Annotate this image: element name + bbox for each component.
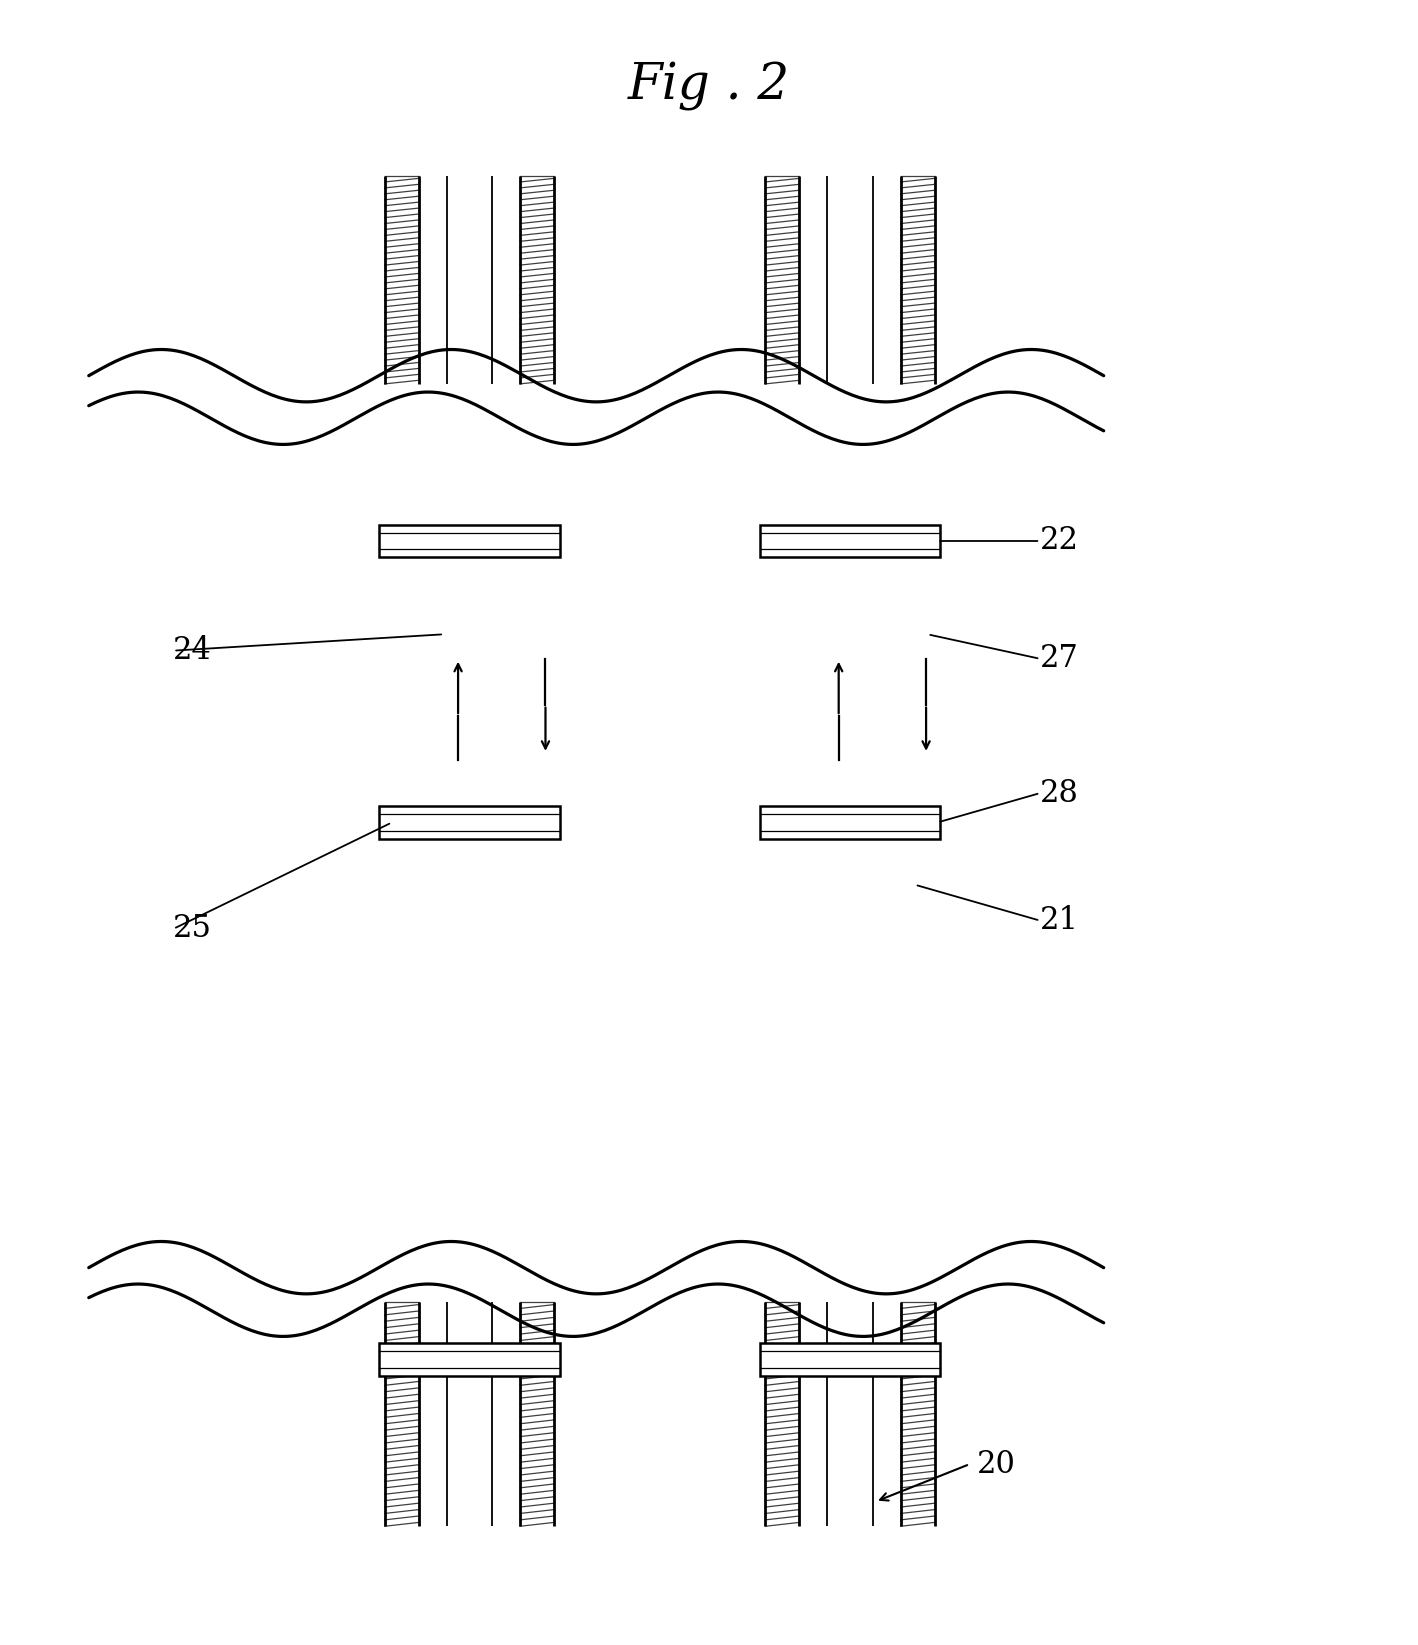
Text: 21: 21 — [1041, 905, 1079, 936]
Bar — [760, 525, 940, 558]
Bar — [760, 806, 940, 839]
Text: 25: 25 — [173, 913, 213, 944]
Text: 22: 22 — [1041, 525, 1079, 556]
Bar — [760, 1342, 940, 1375]
Text: 27: 27 — [1041, 643, 1079, 674]
Bar — [379, 1342, 560, 1375]
Text: 24: 24 — [173, 635, 213, 666]
Text: Fig . 2: Fig . 2 — [628, 61, 790, 110]
Text: 20: 20 — [977, 1449, 1015, 1479]
Text: 28: 28 — [1041, 778, 1079, 809]
Bar — [379, 525, 560, 558]
Bar — [379, 806, 560, 839]
